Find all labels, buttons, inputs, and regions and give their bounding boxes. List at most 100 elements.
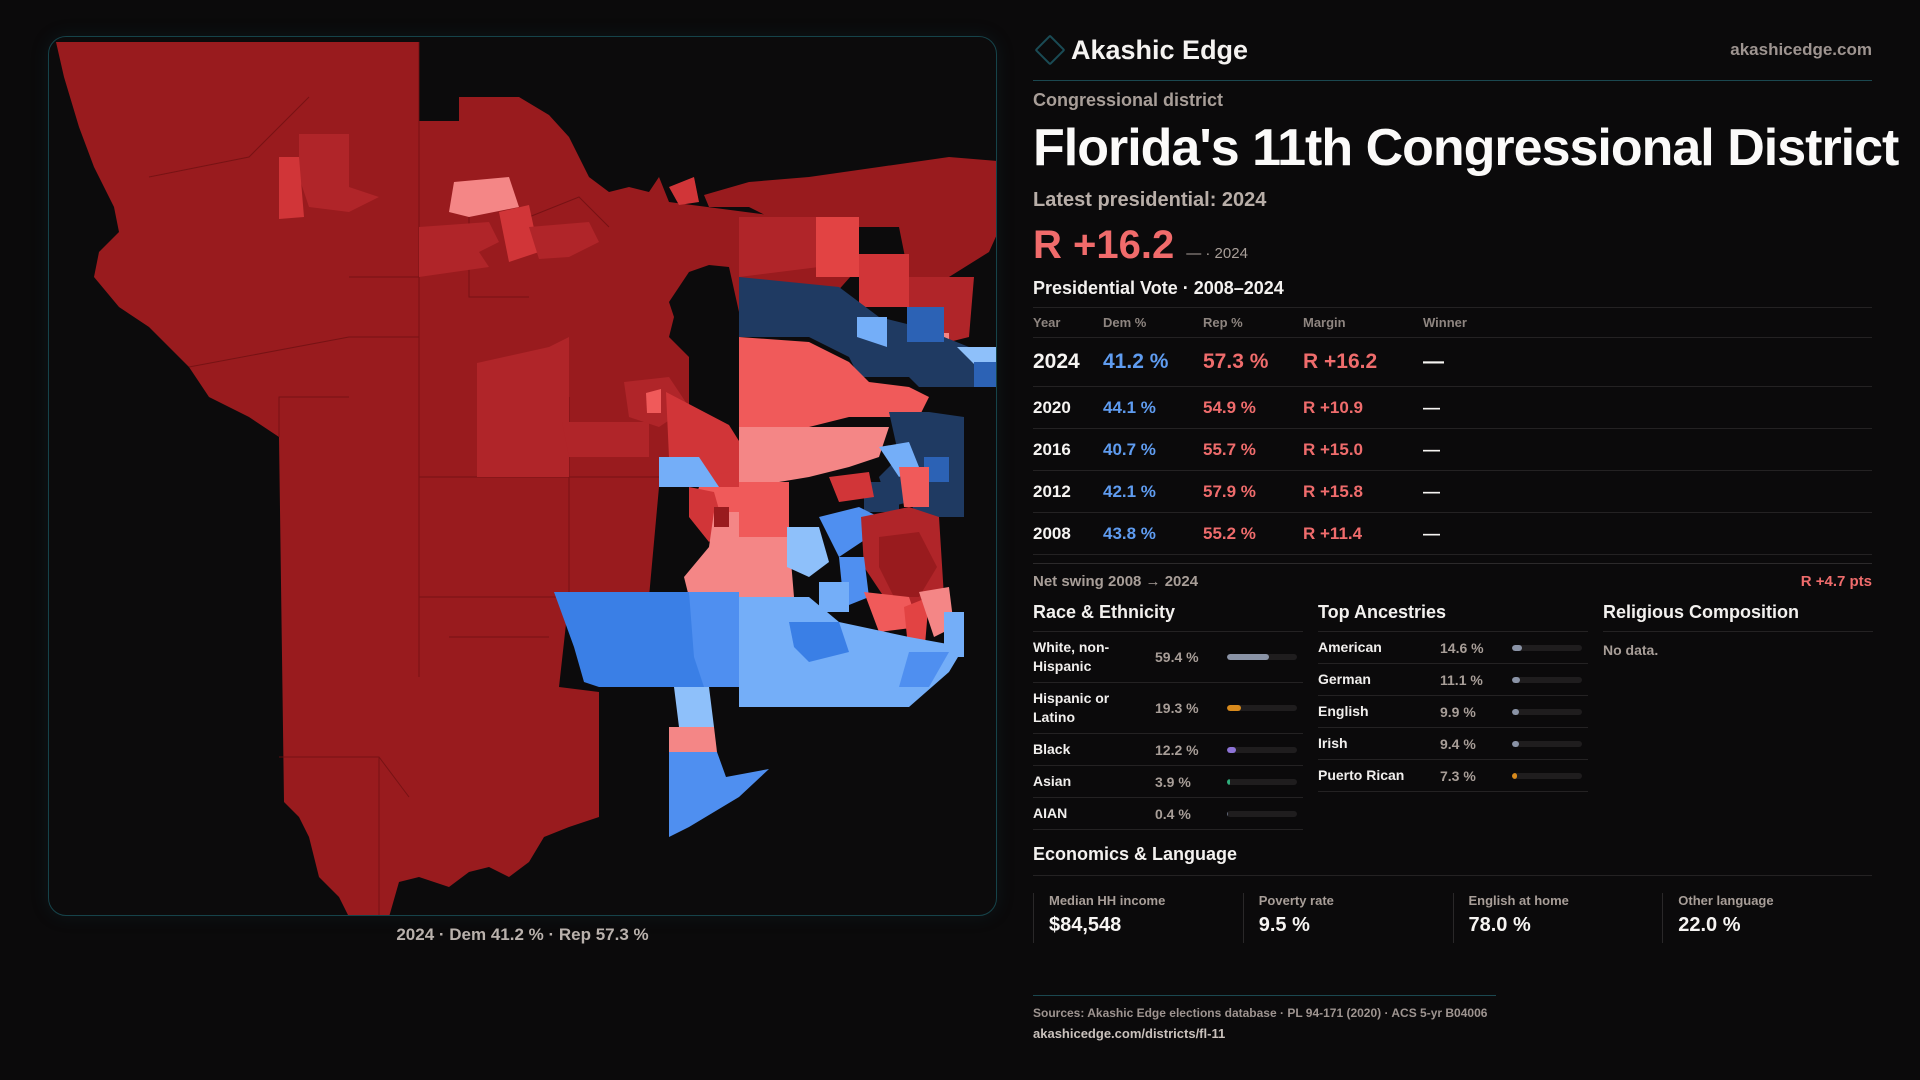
row-margin: R +15.0 [1303,440,1364,459]
map-region [739,337,929,427]
map-region [739,537,794,597]
map-region [684,512,739,597]
map-region [554,592,739,687]
race-row: Hispanic or Latino 19.3 % [1033,683,1303,734]
religion-section: Religious Composition No data. [1603,600,1873,658]
map-region [279,157,304,219]
ancestry-row: Puerto Rican 7.3 % [1318,760,1588,792]
column-header-year: Year [1033,315,1061,330]
stat-value: 22.0 % [1678,914,1741,936]
ancestry-value: 14.6 % [1440,639,1484,656]
table-row: 2024 41.2 % 57.3 % R +16.2 — [1033,337,1872,386]
precinct-choropleth[interactable] [49,37,997,916]
row-margin: R +15.8 [1303,482,1364,501]
map-region [477,337,569,477]
map-region [907,307,944,342]
map-region [739,482,789,537]
row-year: 2008 [1033,524,1071,543]
map-region [857,317,887,347]
ancestry-label: Puerto Rican [1318,767,1405,783]
row-winner: — [1423,482,1440,501]
stat-poverty-rate: Poverty rate 9.5 % [1242,893,1453,943]
stat-label: English at home [1468,893,1569,908]
race-value: 19.3 % [1155,700,1199,716]
map-region [974,362,996,387]
map-region [669,177,699,205]
district-map[interactable] [48,36,997,916]
row-winner: — [1423,440,1440,459]
table-end-rule [1033,554,1872,555]
map-region [864,482,899,512]
brand[interactable]: Akashic Edge [1033,32,1248,68]
presidential-vote-heading: Presidential Vote · 2008–2024 [1033,278,1284,298]
race-bar-fill [1227,746,1236,753]
race-ethnicity-section: Race & Ethnicity White, non-Hispanic 59.… [1033,600,1303,830]
ancestry-bar [1512,740,1582,747]
page-title: Florida's 11th Congressional District [1033,119,1899,177]
latest-margin: R +16.2 [1033,223,1175,267]
row-year: 2020 [1033,398,1071,417]
race-row: Asian 3.9 % [1033,766,1303,798]
map-region [739,217,819,277]
table-row: 2008 43.8 % 55.2 % R +11.4 — [1033,512,1872,554]
ancestry-bar [1512,644,1582,651]
row-dem: 44.1 % [1103,398,1156,417]
district-permalink[interactable]: akashicedge.com/districts/fl-11 [1033,1026,1226,1041]
stat-median-income: Median HH income $84,548 [1033,893,1243,943]
row-margin: R +16.2 [1303,350,1378,373]
map-region [787,527,829,577]
ancestry-label: German [1318,671,1371,687]
map-region [562,422,649,457]
row-dem: 43.8 % [1103,524,1156,543]
stat-english-at-home: English at home 78.0 % [1452,893,1663,943]
ancestry-row: American 14.6 % [1318,632,1588,664]
diamond-icon [1034,34,1066,66]
site-link[interactable]: akashicedge.com [1730,40,1872,59]
map-region [56,42,859,915]
ancestry-bar [1512,676,1582,683]
stat-label: Poverty rate [1258,893,1334,908]
district-type: Congressional district [1033,90,1224,110]
ancestry-row: English 9.9 % [1318,696,1588,728]
row-rep: 57.9 % [1203,482,1256,501]
map-region [299,134,379,212]
map-region [859,254,909,307]
ancestry-label: English [1318,703,1369,719]
row-rep: 54.9 % [1203,398,1256,417]
map-region [879,532,937,597]
table-row: 2020 44.1 % 54.9 % R +10.9 — [1033,386,1872,428]
race-row: AIAN 0.4 % [1033,798,1303,830]
ancestry-bar [1512,708,1582,715]
row-winner: — [1423,350,1444,373]
stat-value: 9.5 % [1258,914,1310,936]
race-label: Hispanic or Latino [1033,690,1110,725]
race-bar-fill [1227,654,1269,660]
ancestries-heading: Top Ancestries [1318,600,1588,632]
ancestry-bar-fill [1512,708,1519,715]
table-row: 2016 40.7 % 55.7 % R +15.0 — [1033,428,1872,470]
map-region [529,222,599,259]
row-winner: — [1423,524,1440,543]
ancestry-row: Irish 9.4 % [1318,728,1588,760]
race-label: AIAN [1033,805,1068,821]
net-swing-value: R +4.7 pts [1800,573,1872,590]
table-header: Year Dem % Rep % Margin Winner [1033,307,1872,337]
race-value: 59.4 % [1155,649,1199,665]
race-row: White, non-Hispanic 59.4 % [1033,632,1303,683]
map-region [659,457,719,487]
race-value: 3.9 % [1155,773,1191,790]
stat-other-language: Other language 22.0 % [1662,893,1872,943]
presidential-vote-table: Year Dem % Rep % Margin Winner 2024 41.2… [1033,307,1872,555]
row-rep: 55.2 % [1203,524,1256,543]
stat-value: $84,548 [1049,914,1122,936]
ancestry-bar-fill [1512,772,1518,779]
map-region [789,622,849,662]
stat-value: 78.0 % [1468,914,1531,936]
race-value: 12.2 % [1155,741,1199,758]
row-winner: — [1423,398,1440,417]
ancestry-bar-fill [1512,740,1519,747]
row-year: 2024 [1033,350,1080,373]
row-year: 2016 [1033,440,1071,459]
row-dem: 41.2 % [1103,350,1169,373]
map-region [739,427,889,482]
